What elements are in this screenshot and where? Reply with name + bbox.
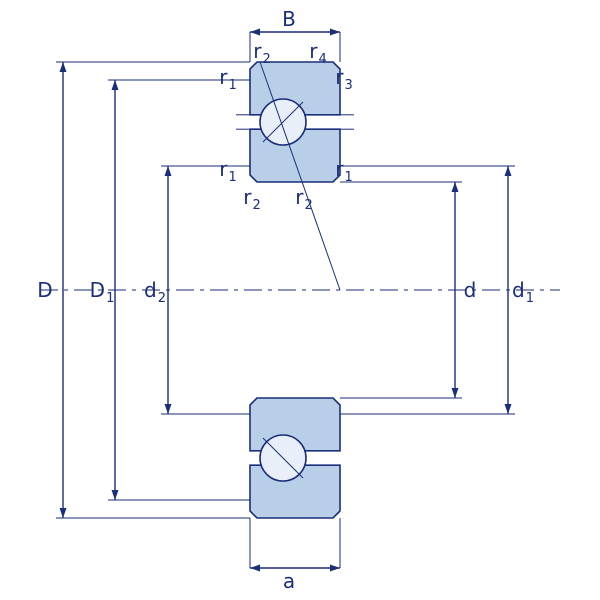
label-r1_ext_top_right: r1 [335,157,353,185]
label-r2_inner_top_right: r2 [295,185,313,213]
label-r1_ext_top_left: r1 [219,157,237,185]
label-r4_outer_top_right: r4 [309,39,327,67]
label-r1_face_top_left: r1 [219,65,237,93]
label-d: d [464,278,477,302]
label-r2_outer_top_left: r2 [253,39,271,67]
a-dimension [330,565,340,572]
label-D1: D1 [90,278,115,306]
label-d2: d2 [144,278,166,306]
label-D: D [37,278,52,302]
bearing-diagram: BaDD1d2dd1r2r4r1r3r1r1r2r2 [0,0,600,600]
label-r2_inner_top_left: r2 [243,185,261,213]
label-B: B [282,7,296,31]
label-a: a [283,569,295,593]
label-r3_face_top_right: r3 [335,65,353,93]
label-d1: d1 [512,278,534,306]
B-dimension [330,29,340,36]
